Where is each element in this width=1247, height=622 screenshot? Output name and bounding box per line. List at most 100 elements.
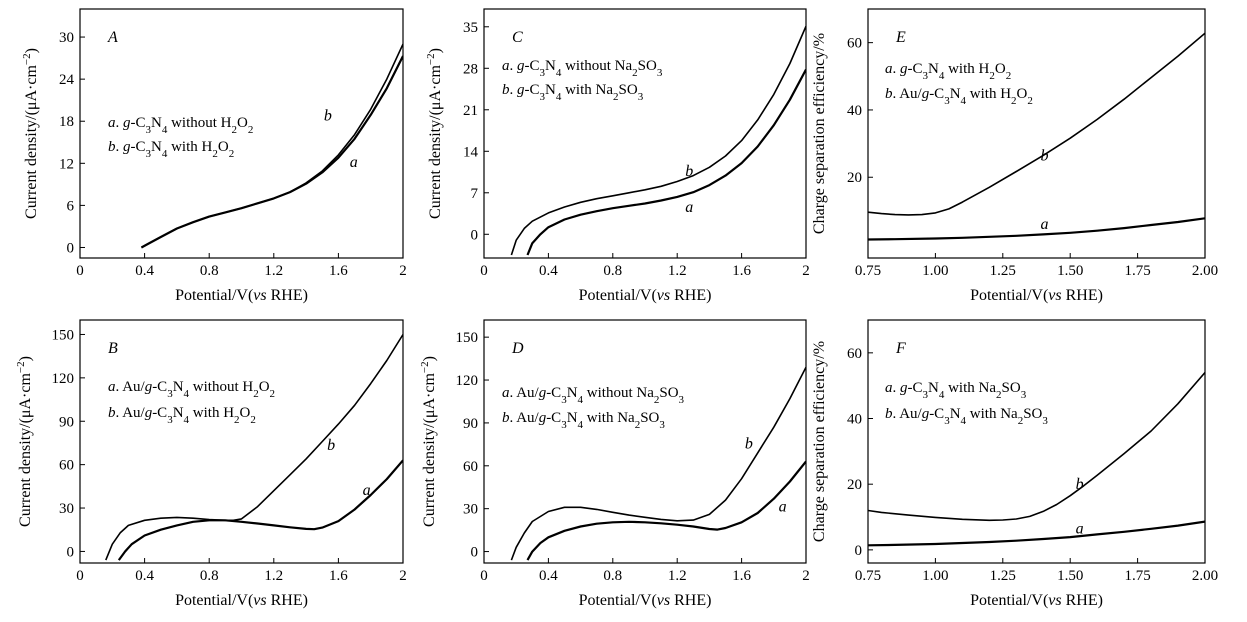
x-tick-label: 0 [76, 568, 84, 584]
x-tick-label: 0.8 [603, 568, 622, 584]
series-line-b [868, 32, 1205, 216]
curve-label-b: b [1076, 476, 1084, 493]
y-tick-label: 18 [59, 114, 74, 130]
panel-f: 0.75 1.00 1.25 1.50 1.75 2.00 0 20 40 60 Potential… [811, 319, 1218, 609]
y-tick-label: 30 [59, 30, 74, 46]
legend-entry-a: a. g-C3N4 without Na2SO3 [502, 58, 663, 79]
x-tick-label: 0.75 [855, 263, 881, 279]
x-tick-label: 1.00 [922, 568, 948, 584]
y-tick-label: 30 [463, 502, 478, 518]
y-tick-label: 90 [59, 414, 74, 430]
curve-label-a: a [1041, 216, 1049, 233]
x-tick-label: 0.8 [200, 263, 219, 279]
y-tick-label: 40 [847, 412, 862, 428]
x-tick-label: 0.4 [539, 263, 558, 279]
panel-d: 0 0.4 0.8 1.2 1.6 2 0 30 60 90 120 150 Potential/V(v… [419, 319, 810, 609]
y-tick-label: 20 [847, 477, 862, 493]
x-tick-label: 1.6 [329, 263, 348, 279]
x-tick-label: 0.75 [855, 568, 881, 584]
plot-frame [867, 319, 1206, 564]
curve-label-b: b [324, 108, 332, 125]
x-axis-label: Potential/V(vs RHE) [579, 592, 712, 609]
plot-frame [483, 8, 807, 259]
x-axis-label: Potential/V(vs RHE) [970, 287, 1103, 304]
series-line-b [510, 25, 806, 256]
x-tick-label: 0.4 [135, 263, 154, 279]
plot-frame [79, 319, 404, 564]
legend-entry-b: b. Au/g-C3N4 with H2O2 [108, 405, 256, 426]
y-tick-label: 0 [471, 545, 479, 561]
legend-entry-b: b. Au/g-C3N4 with Na2SO3 [502, 410, 665, 431]
series-line-a [117, 459, 403, 561]
panel-a: 0 0.4 0.8 1.2 1.6 2 0 6 12 18 24 30 Potential/V(vs R… [21, 8, 407, 304]
y-axis-label: Charge separation efficiency/% [811, 33, 828, 234]
y-tick-label: 150 [456, 330, 479, 346]
x-tick-label: 0.4 [539, 568, 558, 584]
legend-entry-b: b. Au/g-C3N4 with H2O2 [885, 86, 1033, 107]
plot-frame [483, 319, 807, 564]
y-tick-label: 60 [847, 346, 862, 362]
curve-label-a: a [1076, 520, 1084, 537]
y-axis-label: Charge separation efficiency/% [811, 341, 828, 542]
x-tick-label: 1.6 [329, 568, 348, 584]
x-tick-label: 2 [802, 568, 810, 584]
x-axis-label: Potential/V(vs RHE) [175, 592, 308, 609]
y-axis-label: Current density/(μA·cm−2) [419, 356, 438, 527]
panel-letter: B [108, 340, 118, 357]
y-tick-label: 24 [59, 72, 75, 88]
y-tick-label: 60 [59, 458, 74, 474]
series-line-b [868, 371, 1205, 522]
legend-entry-b: b. g-C3N4 with H2O2 [108, 139, 234, 160]
curve-label-a: a [779, 499, 787, 516]
curve-label-b: b [685, 163, 693, 180]
x-tick-label: 1.2 [264, 263, 283, 279]
x-tick-label: 2 [399, 568, 407, 584]
x-tick-label: 0.8 [603, 263, 622, 279]
y-tick-label: 21 [463, 103, 478, 119]
x-tick-label: 1.6 [732, 263, 751, 279]
series-line-a [868, 520, 1205, 547]
y-axis-label: Current density/(μA·cm−2) [21, 48, 40, 219]
y-tick-label: 20 [847, 170, 862, 186]
curve-label-a: a [350, 154, 358, 171]
legend-entry-a: a. Au/g-C3N4 without H2O2 [108, 379, 275, 400]
x-tick-label: 0.8 [200, 568, 219, 584]
legend-entry-b: b. g-C3N4 with Na2SO3 [502, 82, 644, 103]
x-tick-label: 1.6 [732, 568, 751, 584]
y-tick-label: 12 [59, 156, 74, 172]
x-tick-label: 1.50 [1057, 263, 1083, 279]
y-axis-label: Current density/(μA·cm−2) [425, 48, 444, 219]
curve-label-b: b [1041, 147, 1049, 164]
x-tick-label: 1.75 [1124, 263, 1150, 279]
x-tick-label: 1.75 [1124, 568, 1150, 584]
x-tick-label: 0 [76, 263, 84, 279]
panel-letter: A [107, 29, 118, 46]
curve-label-a: a [685, 199, 693, 216]
y-axis-label: Current density/(μA·cm−2) [15, 356, 34, 527]
panel-c: 0 0.4 0.8 1.2 1.6 2 0 7 14 21 28 35 Potential/V(vs R… [425, 8, 810, 304]
panel-letter: E [895, 29, 906, 46]
panel-b: 0 0.4 0.8 1.2 1.6 2 0 30 60 90 120 150 Potential/V(v… [15, 319, 407, 609]
x-axis-label: Potential/V(vs RHE) [175, 287, 308, 304]
y-tick-label: 120 [456, 373, 479, 389]
legend-entry-a: a. g-C3N4 with Na2SO3 [885, 380, 1027, 401]
y-tick-label: 60 [847, 36, 862, 52]
y-tick-label: 40 [847, 103, 862, 119]
x-tick-label: 1.2 [668, 263, 687, 279]
legend-entry-a: a. g-C3N4 without H2O2 [108, 115, 253, 136]
y-tick-label: 0 [67, 240, 75, 256]
x-tick-label: 1.25 [990, 263, 1016, 279]
series-line-a [526, 68, 806, 256]
series-line-b [510, 366, 806, 561]
plot-frame [867, 8, 1206, 259]
y-tick-label: 30 [59, 501, 74, 517]
curve-label-a: a [363, 482, 371, 499]
plot-frame [79, 8, 404, 259]
legend-entry-b: b. Au/g-C3N4 with Na2SO3 [885, 406, 1048, 427]
panel-letter: F [895, 340, 906, 357]
x-tick-label: 1.50 [1057, 568, 1083, 584]
x-tick-label: 2.00 [1192, 568, 1218, 584]
series-line-a [868, 217, 1205, 241]
x-tick-label: 1.2 [264, 568, 283, 584]
